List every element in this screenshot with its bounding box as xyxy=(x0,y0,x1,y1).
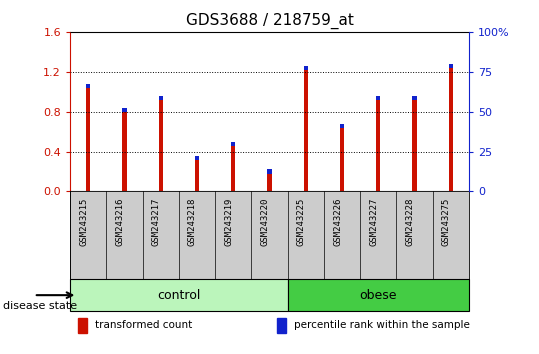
Text: transformed count: transformed count xyxy=(95,320,192,331)
Text: GSM243225: GSM243225 xyxy=(297,198,306,246)
Bar xyxy=(278,318,286,333)
Title: GDS3688 / 218759_at: GDS3688 / 218759_at xyxy=(185,13,354,29)
Text: obese: obese xyxy=(360,289,397,302)
Text: GSM243228: GSM243228 xyxy=(405,198,414,246)
Bar xyxy=(158,96,163,100)
Bar xyxy=(158,96,163,192)
Text: GSM243217: GSM243217 xyxy=(151,198,161,246)
Bar xyxy=(231,142,236,192)
Text: GSM243216: GSM243216 xyxy=(115,198,125,246)
Bar xyxy=(303,66,308,192)
Bar xyxy=(86,84,91,192)
Bar xyxy=(448,64,453,68)
Bar xyxy=(231,142,236,146)
Bar xyxy=(78,318,87,333)
Bar xyxy=(412,96,417,192)
Text: GSM243275: GSM243275 xyxy=(442,198,451,246)
Bar xyxy=(267,170,272,192)
Text: percentile rank within the sample: percentile rank within the sample xyxy=(294,320,470,331)
Text: GSM243227: GSM243227 xyxy=(369,198,378,246)
Bar xyxy=(448,64,453,192)
Bar xyxy=(70,279,288,311)
Bar xyxy=(303,66,308,70)
Text: GSM243215: GSM243215 xyxy=(79,198,88,246)
Text: GSM243226: GSM243226 xyxy=(333,198,342,246)
Text: GSM243218: GSM243218 xyxy=(188,198,197,246)
Bar xyxy=(122,108,127,112)
Bar xyxy=(267,170,272,174)
Bar xyxy=(412,96,417,100)
Bar xyxy=(195,155,199,192)
Bar xyxy=(86,84,91,88)
Bar xyxy=(122,108,127,192)
Bar xyxy=(340,124,344,192)
Bar xyxy=(340,124,344,128)
Text: control: control xyxy=(157,289,201,302)
Bar xyxy=(195,155,199,160)
Text: GSM243220: GSM243220 xyxy=(260,198,270,246)
Bar xyxy=(288,279,469,311)
Bar xyxy=(376,96,381,192)
Text: GSM243219: GSM243219 xyxy=(224,198,233,246)
Bar xyxy=(376,96,381,100)
Text: disease state: disease state xyxy=(3,301,77,311)
